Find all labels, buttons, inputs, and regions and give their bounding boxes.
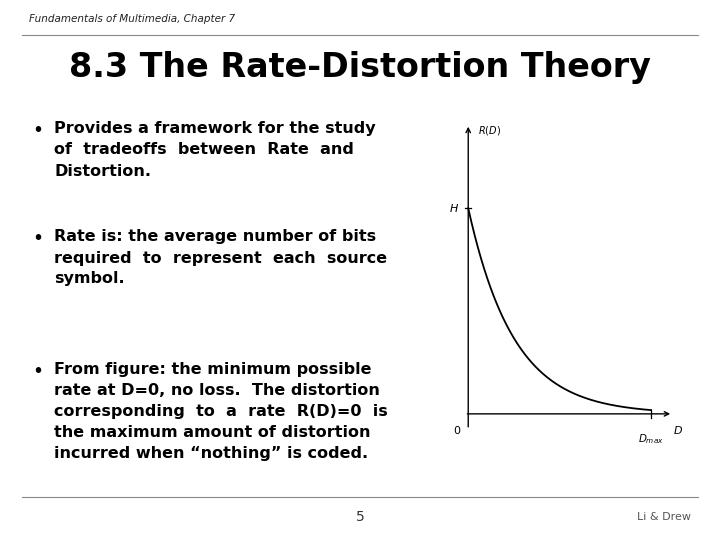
Text: Rate is: the average number of bits
required  to  represent  each  source
symbol: Rate is: the average number of bits requ…	[54, 230, 387, 287]
Text: 5: 5	[356, 510, 364, 524]
Text: $H$: $H$	[449, 202, 459, 214]
Text: •: •	[32, 362, 43, 381]
Text: $D$: $D$	[673, 424, 683, 436]
Text: Li & Drew: Li & Drew	[637, 512, 691, 522]
Text: From figure: the minimum possible
rate at D=0, no loss.  The distortion
correspo: From figure: the minimum possible rate a…	[54, 362, 388, 461]
Text: Provides a framework for the study
of  tradeoffs  between  Rate  and
Distortion.: Provides a framework for the study of tr…	[54, 122, 376, 179]
Text: Fundamentals of Multimedia, Chapter 7: Fundamentals of Multimedia, Chapter 7	[29, 14, 235, 24]
Text: $0$: $0$	[453, 424, 461, 436]
Text: •: •	[32, 122, 43, 140]
Text: •: •	[32, 230, 43, 248]
Text: $D_{max}$: $D_{max}$	[638, 433, 664, 446]
Text: 8.3 The Rate-Distortion Theory: 8.3 The Rate-Distortion Theory	[69, 51, 651, 84]
Text: $R(D)$: $R(D)$	[478, 124, 501, 137]
